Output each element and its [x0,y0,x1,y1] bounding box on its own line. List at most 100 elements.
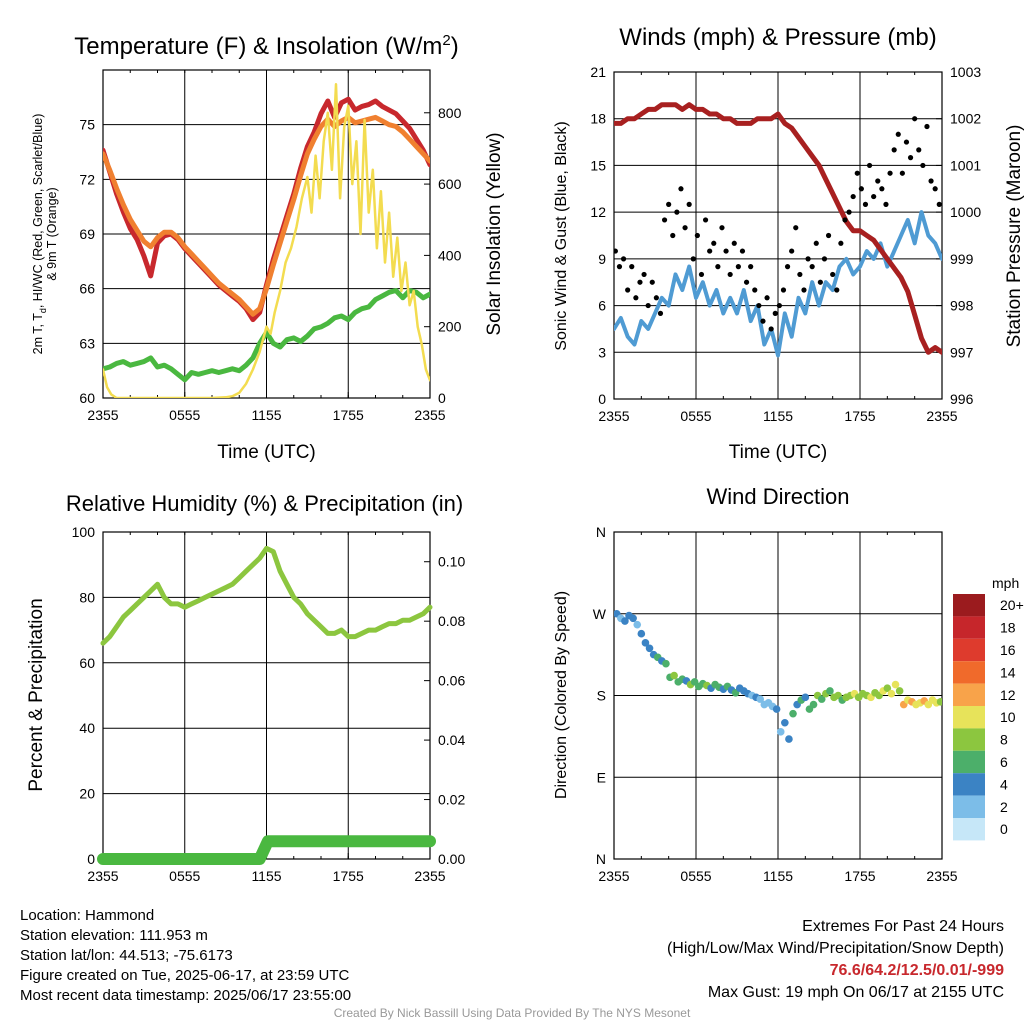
gust-point [768,326,774,332]
gust-point [723,248,729,254]
gust-point [633,295,639,301]
gust-point [686,201,692,207]
x-tick-label: 2355 [87,868,118,884]
gust-point [731,240,737,246]
direction-point [633,620,642,629]
y2-axis-label: Station Pressure (Maroon) [1004,125,1024,348]
y-tick-label: 40 [79,720,95,736]
x-tick-label: 2355 [414,407,445,423]
colorbar-swatch [953,661,985,684]
gust-point [789,248,795,254]
y-axis-label: Sonic Wind & Gust (Blue, Black) [553,121,570,350]
gust-point [784,264,791,270]
series-pressure [614,102,942,355]
y-axis-label-line2: & 9m T (Orange) [45,187,59,280]
y-tick-label: 100 [72,524,96,540]
station-elevation: Station elevation: 111.953 m [20,927,208,944]
gust-point [834,287,840,293]
direction-point [817,695,826,703]
gust-point [739,248,746,254]
y-axis-label: Direction (Colored By Speed) [553,591,570,799]
gust-point [674,209,680,215]
gust-point [620,256,627,262]
colorbar-label: 20+ [1000,597,1024,613]
x-tick-label: 2355 [598,868,629,884]
y-tick-label: 0 [598,391,606,407]
meteogram-figure: 2355 0555 1155 1755 235560636669727502004006… [26,24,1024,884]
credit-line: Created By Nick Bassill Using Data Provi… [333,1006,691,1020]
gust-point [821,256,828,262]
gust-point [614,248,618,254]
y2-axis-label: Solar Insolation (Yellow) [484,132,505,335]
gust-point [641,271,647,278]
gust-point [719,225,725,231]
y-tick-label: 60 [79,655,95,671]
gust-point [670,232,676,239]
title-text: Temperature (F) & Insolation (W/m [74,33,442,60]
figure-created: Figure created on Tue, 2025-06-17, at 23… [20,967,350,984]
colorbar-unit: mph [992,575,1019,591]
series-group [614,102,942,358]
gust-point [780,287,787,293]
direction-point [621,617,629,625]
chart-title: Temperature (F) & Insolation (W/m2) [74,32,458,60]
x-tick-label: 0555 [169,868,200,884]
direction-point [637,629,646,638]
y-tick-label: 21 [590,64,606,80]
y-tick-label: 9 [598,251,606,267]
direction-point [826,687,834,695]
chart-panel-3: 2355 0555 1155 1755 23550204060801000.000.02… [26,491,465,884]
y-tick-label: 18 [590,111,606,127]
gust-point [924,123,930,130]
y-tick-label: W [593,606,607,622]
x-tick-label: 1155 [251,407,281,423]
gust-point [862,201,869,207]
y-tick-label: 12 [590,204,606,220]
gust-point [813,240,819,246]
direction-point [789,709,797,718]
chart-title: Wind Direction [706,484,849,509]
gust-point [702,217,709,223]
chart-title: Relative Humidity (%) & Precipitation (i… [66,491,463,516]
direction-point [670,671,678,680]
gust-point [690,256,696,262]
gust-point [649,279,655,285]
colorbar-label: 8 [1000,732,1008,748]
y-tick-label: 0 [87,851,95,867]
gust-point [748,264,754,270]
x-tick-label: 1155 [763,868,793,884]
y2-tick-label: 800 [438,105,462,121]
gust-point [809,264,815,270]
extremes-legend: (High/Low/Max Wind/Precipitation/Snow De… [666,940,1004,957]
series-rh [100,545,433,646]
plot-frame [613,531,943,860]
gust-point [801,287,807,293]
colorbar-swatch [953,616,985,639]
y2-tick-label: 1000 [950,204,981,220]
y2-tick-label: 999 [950,251,974,267]
direction-point [801,693,810,702]
colorbar-swatch [953,773,985,796]
recent-timestamp: Most recent data timestamp: 2025/06/17 2… [20,987,352,1004]
gust-point [629,264,635,270]
title-superscript: 2 [442,32,450,49]
y-tick-label: 6 [598,298,606,314]
chart-title: Winds (mph) & Pressure (mb) [619,24,936,51]
y-axis-label-part: , HI/WC (Red, Green, Scarlet/Blue) [31,114,45,309]
direction-point [776,728,785,736]
direction-point [641,639,650,647]
gust-point [653,295,659,301]
gust-point [694,232,700,239]
y2-tick-label: 996 [950,391,974,407]
direction-point [645,644,654,653]
gust-point [903,139,910,145]
y2-tick-label: 400 [438,247,462,263]
station-info: Location: Hammond Station elevation: 111… [20,906,351,1006]
gust-point [764,295,770,301]
gust-point [932,186,938,192]
y-axis-label: Percent & Precipitation [26,598,47,791]
y-tick-label: N [596,851,606,867]
chart-panel-2: 2355 0555 1155 1755 235503691215182199699799… [553,24,1024,463]
colorbar-swatch [953,683,985,706]
